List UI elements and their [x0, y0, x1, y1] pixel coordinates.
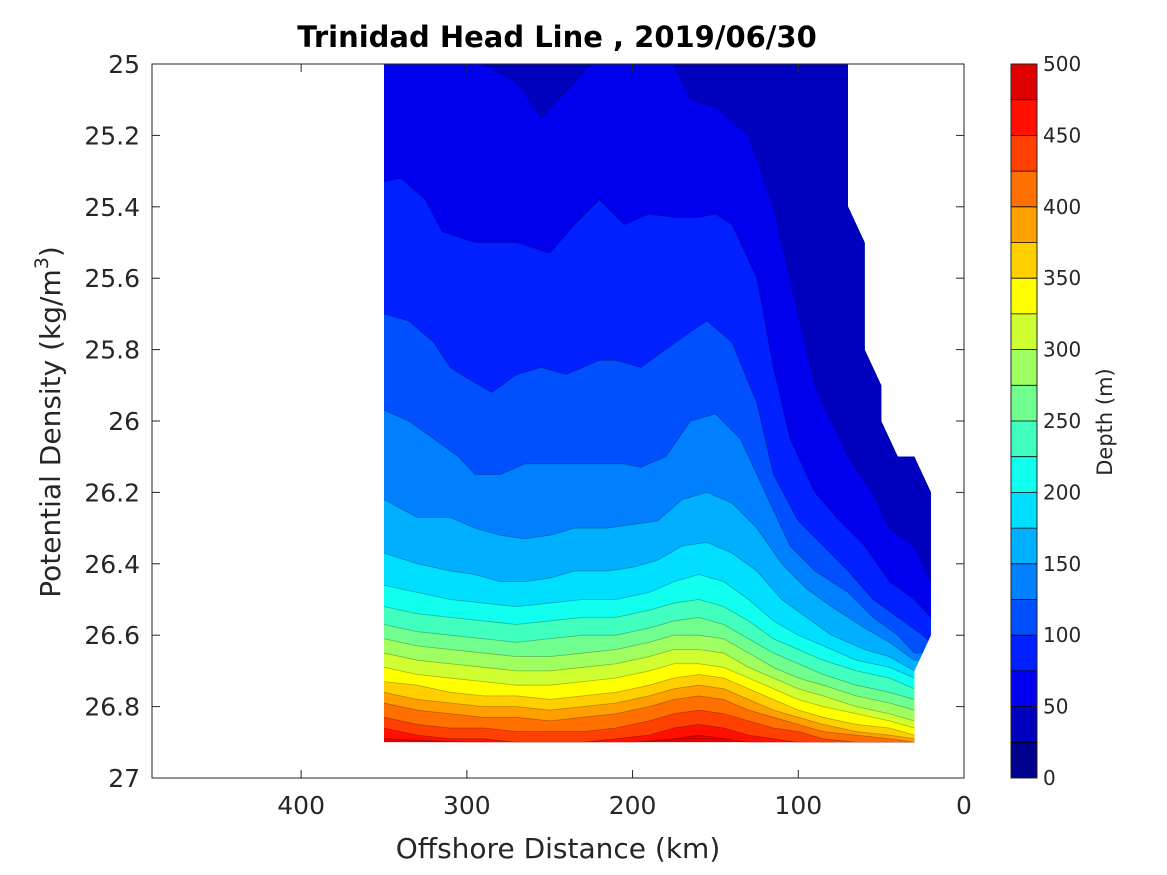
x-tick-label: 100 — [774, 791, 822, 820]
y-tick-label: 25.2 — [84, 121, 140, 150]
colorbar-segment — [1011, 171, 1037, 208]
colorbar-tick-label: 350 — [1043, 266, 1081, 290]
y-tick-label: 25 — [108, 50, 140, 79]
colorbar-tick-label: 200 — [1043, 480, 1081, 504]
colorbar-segment — [1011, 528, 1037, 565]
x-tick-label: 200 — [609, 791, 657, 820]
colorbar-segment — [1011, 492, 1037, 529]
y-axis-label-superscript: 3 — [31, 257, 53, 269]
colorbar-tick-label: 150 — [1043, 552, 1081, 576]
colorbar-segment — [1011, 706, 1037, 743]
colorbar-segment — [1011, 563, 1037, 600]
colorbar-segment — [1011, 456, 1037, 493]
y-tick-label: 25.8 — [84, 336, 140, 365]
y-tick-label: 26.6 — [84, 621, 140, 650]
colorbar-segment — [1011, 313, 1037, 350]
y-tick-label: 26 — [108, 407, 140, 436]
colorbar-segment — [1011, 99, 1037, 136]
y-axis-label-close: ) — [34, 246, 67, 257]
colorbar-segment — [1011, 670, 1037, 707]
colorbar-tick-label: 450 — [1043, 123, 1081, 147]
y-axis-label: Potential Density (kg/m3) — [31, 246, 67, 598]
colorbar-tick-label: 300 — [1043, 338, 1081, 362]
colorbar-segment — [1011, 242, 1037, 279]
x-axis-label: Offshore Distance (km) — [396, 832, 721, 865]
y-tick-label: 27 — [108, 764, 140, 793]
colorbar-segment — [1011, 64, 1037, 100]
y-tick-label: 25.6 — [84, 264, 140, 293]
colorbar-segment — [1011, 421, 1037, 457]
colorbar-segment — [1011, 599, 1037, 636]
x-tick-label: 400 — [277, 791, 325, 820]
colorbar-tick-label: 250 — [1043, 409, 1081, 433]
y-tick-label: 26.2 — [84, 478, 140, 507]
x-tick-label: 300 — [443, 791, 491, 820]
colorbar-segment — [1011, 278, 1037, 315]
chart-title: Trinidad Head Line , 2019/06/30 — [297, 20, 817, 54]
colorbar-tick-label: 100 — [1043, 623, 1081, 647]
colorbar: 0 50 100 150 200 250 300 350 400 450 500 — [1010, 52, 1081, 790]
colorbar-segment — [1011, 742, 1037, 779]
contour-fills — [384, 64, 931, 743]
axes: 400 300 200 100 0 25 25.2 25.4 25.6 25.8 26 26.2 26.… — [84, 50, 972, 820]
y-tick-label: 26.8 — [84, 693, 140, 722]
x-tick-label: 0 — [956, 791, 972, 820]
y-tick-label: 25.4 — [84, 193, 140, 222]
colorbar-tick-label: 400 — [1043, 195, 1081, 219]
contour-band-50 — [384, 64, 931, 583]
colorbar-label: Depth (m) — [1093, 368, 1117, 475]
colorbar-tick-label: 50 — [1043, 695, 1068, 719]
colorbar-segment — [1011, 635, 1037, 672]
y-tick-label: 26.4 — [84, 550, 140, 579]
colorbar-tick-label: 500 — [1043, 52, 1081, 76]
colorbar-segment — [1011, 135, 1037, 172]
y-axis-label-text: Potential Density (kg/m — [34, 269, 67, 598]
colorbar-segment — [1011, 349, 1037, 386]
colorbar-segment — [1011, 385, 1037, 422]
colorbar-segment — [1011, 206, 1037, 243]
colorbar-tick-label: 0 — [1043, 766, 1056, 790]
